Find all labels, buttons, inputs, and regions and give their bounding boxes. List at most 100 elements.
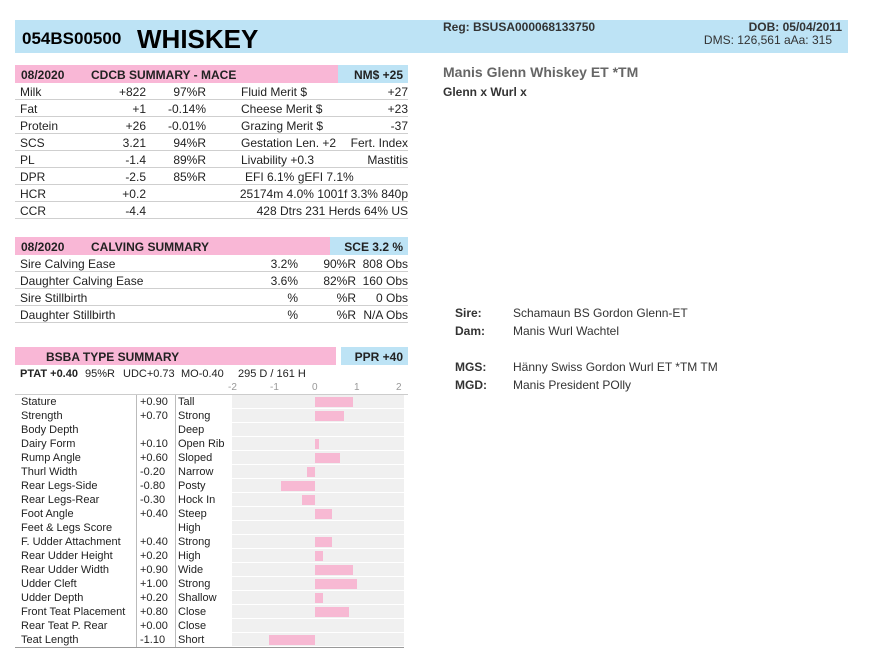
type-trait-row: Rump Angle +0.60 Sloped [15,451,408,465]
trait-bar-track [232,465,404,478]
trait-name: Dairy Form [21,438,76,450]
divider [175,577,176,591]
cdcb-cell-c: 89%R [173,153,206,167]
calving-cell-b: 3.2% [270,257,298,271]
divider [175,507,176,521]
trait-name: Front Teat Placement [21,606,126,618]
trait-desc: Shallow [178,592,217,604]
daughters-herds: 295 D / 161 H [238,368,306,380]
divider [136,619,137,633]
type-trait-row: Front Teat Placement +0.80 Close [15,605,408,619]
type-header: PTAT +0.40 95%R UDC+0.73 MO-0.40 295 D /… [15,365,408,382]
trait-value: +0.00 [140,620,168,632]
trait-desc: Steep [178,508,207,520]
trait-bar-track [232,563,404,576]
trait-bar-track [232,619,404,632]
nm-dollar: NM$ +25 [338,65,408,83]
scale-tick: -2 [228,382,237,393]
cdcb-cell-e: Mastitis [367,153,408,167]
divider [136,451,137,465]
divider [175,465,176,479]
divider [136,605,137,619]
trait-name: Body Depth [21,424,79,436]
trait-desc: Narrow [178,466,214,478]
trait-bar [315,453,341,463]
cdcb-cell-d: Grazing Merit $ [241,119,324,133]
type-trait-row: Udder Depth +0.20 Shallow [15,591,408,605]
divider [136,395,137,409]
ppr-value: PPR +40 [341,347,408,365]
calving-row: Daughter Calving Ease 3.6% 82%R 160 Obs [15,272,408,289]
trait-bar [315,565,353,575]
cdcb-cell-b: -4.4 [125,204,146,218]
trait-desc: Posty [178,480,206,492]
trait-name: F. Udder Attachment [21,536,121,548]
type-trait-row: Teat Length -1.10 Short [15,633,408,647]
full-name: Manis Glenn Whiskey ET *TM [443,64,639,80]
trait-bar-track [232,479,404,492]
divider [175,395,176,409]
type-trait-row: Thurl Width -0.20 Narrow [15,465,408,479]
udc: UDC+0.73 [123,368,175,380]
calving-cell-a: Daughter Calving Ease [20,274,144,288]
divider [175,437,176,451]
trait-value: +0.90 [140,564,168,576]
cdcb-row: PL -1.4 89%R Livability +0.3 Mastitis [15,151,408,168]
divider [175,619,176,633]
cdcb-cell-d: 428 Dtrs 231 Herds 64% US [256,204,408,218]
cdcb-cell-e: +27 [387,85,408,99]
type-trait-row: Rear Udder Width +0.90 Wide [15,563,408,577]
type-trait-row: Rear Legs-Rear -0.30 Hock In [15,493,408,507]
type-summary-bar: BSBA TYPE SUMMARY PPR +40 [15,347,408,365]
divider [136,535,137,549]
registration: Reg: BSUSA000068133750 [443,20,596,34]
cdcb-cell-e: Fert. Index [350,136,408,150]
cdcb-cell-c: -0.14% [167,102,206,116]
trait-bar-track [232,535,404,548]
cdcb-cell-d: Fluid Merit $ [241,85,308,99]
trait-bar [315,593,324,603]
trait-bar [315,579,357,589]
cdcb-cell-e: -37 [390,119,408,133]
cdcb-row: Fat +1 -0.14% Cheese Merit $ +23 [15,100,408,117]
divider [136,507,137,521]
cdcb-cell-a: Protein [20,119,59,133]
trait-value: +0.40 [140,508,168,520]
cdcb-cell-c: -0.01% [167,119,206,133]
cdcb-row: DPR -2.5 85%R EFI 6.1% gEFI 7.1% [15,168,408,185]
cdcb-cell-d: Gestation Len. +2 [241,136,337,150]
trait-desc: Short [178,634,205,646]
calving-summary-bar: 08/2020 CALVING SUMMARY SCE 3.2 % [15,237,408,255]
cdcb-cell-c: 94%R [173,136,206,150]
cdcb-cell-b: +26 [125,119,146,133]
trait-desc: Deep [178,424,205,436]
scale-tick: -1 [270,382,279,393]
trait-value: +0.20 [140,592,168,604]
trait-desc: Strong [178,578,211,590]
cdcb-cell-a: DPR [20,170,46,184]
divider [175,479,176,493]
trait-name: Rear Teat P. Rear [21,620,108,632]
divider [136,479,137,493]
cdcb-cell-b: -1.4 [125,153,146,167]
calving-title: CALVING SUMMARY [91,240,209,254]
trait-bar-track [232,409,404,422]
trait-bar-track [232,549,404,562]
type-trait-row: Rear Udder Height +0.20 High [15,549,408,563]
cdcb-row: SCS 3.21 94%R Gestation Len. +2 Fert. Index [15,134,408,151]
calving-cell-a: Sire Stillbirth [20,291,88,305]
trait-bar-track [232,507,404,520]
trait-bar [315,509,332,519]
sce-value: SCE 3.2 % [330,237,408,255]
calving-row: Daughter Stillbirth% %R N/A Obs [15,306,408,323]
divider [136,409,137,423]
trait-bar-track [232,451,404,464]
divider [136,563,137,577]
cdcb-summary-bar: 08/2020 CDCB SUMMARY - MACE NM$ +25 [15,65,408,83]
cdcb-cell-d: Cheese Merit $ [241,102,323,116]
type-trait-row: Strength +0.70 Strong [15,409,408,423]
trait-desc: Wide [178,564,204,576]
type-trait-row: Rear Teat P. Rear +0.00 Close [15,619,408,633]
trait-value: +0.90 [140,396,168,408]
trait-desc: High [178,522,201,534]
